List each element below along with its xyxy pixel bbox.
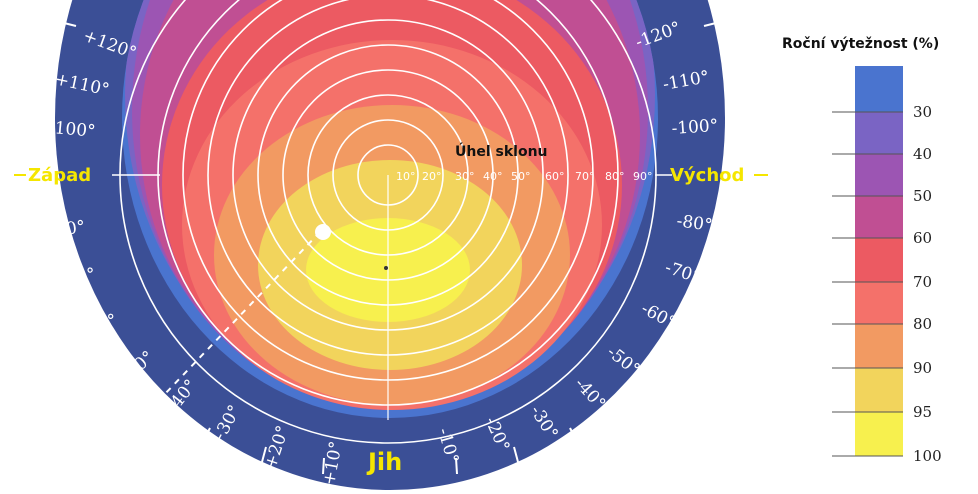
tilt-label: 10° [396,170,416,183]
azimuth-ticks [27,21,753,475]
legend-value: 80 [913,315,932,333]
tilt-angle-title: Úhel sklonu [455,142,548,160]
legend-swatch-60 [855,196,903,238]
tilt-label: 40° [483,170,503,183]
legend-swatch-30 [855,66,903,112]
legend-value: 70 [913,273,932,291]
tilt-label: 30° [455,170,475,183]
tilt-label: 90° [633,170,653,183]
direction-east-label: Východ [670,165,744,186]
legend-value: 100 [913,447,942,465]
legend-value: 95 [913,403,932,421]
tilt-labels: 10° 20° 30° 40° 50° 60° 70° 80° 90° [396,170,653,183]
azimuth-label: +70° [50,264,98,297]
legend-title: Roční výtežnost (%) [782,36,939,52]
azimuth-label: +60° [73,310,122,348]
direction-west-label: Západ [28,165,91,186]
legend-value: 30 [913,103,932,121]
azimuth-label: +100° [40,117,97,142]
tilt-label: 50° [511,170,531,183]
legend: Roční výtežnost (%) 30 40 50 60 70 [782,36,942,465]
legend-swatch-50 [855,154,903,196]
sun-marker [315,224,331,240]
direction-south-label: Jih [366,448,402,476]
azimuth-label: -80° [675,211,713,236]
tilt-label: 70° [575,170,595,183]
legend-swatch-95 [855,368,903,412]
legend-color-bar [855,66,903,456]
azimuth-dashed-line [139,231,321,421]
azimuth-label: -100° [671,116,719,139]
optimum-point [384,266,388,270]
legend-value: 90 [913,359,932,377]
legend-swatch-100 [855,412,903,456]
legend-value: 50 [913,187,932,205]
legend-swatch-90 [855,324,903,368]
tilt-label: 80° [605,170,625,183]
legend-value: 60 [913,229,932,247]
legend-ticks [832,111,903,457]
legend-swatch-80 [855,282,903,324]
legend-value: 40 [913,145,932,163]
legend-swatch-40 [855,112,903,154]
tilt-label: 60° [545,170,565,183]
tilt-label: 20° [422,170,442,183]
legend-swatch-70 [855,238,903,282]
